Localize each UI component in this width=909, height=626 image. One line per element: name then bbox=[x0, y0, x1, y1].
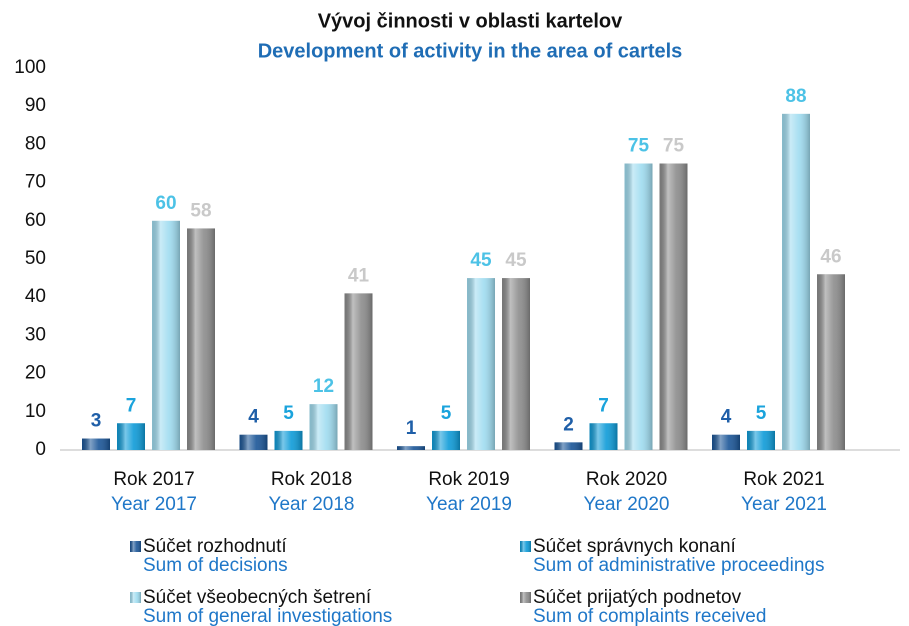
value-label: 46 bbox=[820, 246, 841, 267]
value-label: 58 bbox=[190, 200, 211, 221]
bar bbox=[554, 442, 583, 450]
value-label: 45 bbox=[470, 250, 492, 271]
bar bbox=[589, 423, 618, 450]
legend-marker-shine bbox=[520, 592, 531, 603]
y-tick-label: 50 bbox=[25, 248, 46, 269]
legend-label: Súčet správnych konaní bbox=[533, 536, 737, 557]
value-label: 45 bbox=[505, 250, 527, 271]
bar bbox=[309, 404, 338, 450]
bar bbox=[712, 434, 740, 450]
bar bbox=[659, 163, 688, 450]
bar bbox=[117, 423, 145, 450]
bar bbox=[782, 113, 810, 450]
chart-subtitle: Development of activity in the area of c… bbox=[258, 40, 683, 62]
value-label: 88 bbox=[785, 86, 806, 107]
legend-label-en: Sum of general investigations bbox=[143, 606, 392, 626]
value-label: 7 bbox=[126, 395, 137, 416]
value-label: 4 bbox=[721, 407, 732, 428]
value-label: 1 bbox=[406, 418, 417, 439]
value-label: 4 bbox=[248, 407, 259, 428]
x-tick-label-en: Year 2019 bbox=[426, 494, 512, 515]
y-tick-label: 70 bbox=[25, 172, 46, 193]
y-tick-label: 60 bbox=[25, 210, 46, 231]
legend-label-en: Sum of complaints received bbox=[533, 606, 766, 626]
bar bbox=[432, 430, 460, 450]
value-label: 12 bbox=[313, 376, 334, 397]
value-label: 60 bbox=[155, 193, 176, 214]
legend-label-en: Sum of decisions bbox=[143, 555, 288, 576]
bar bbox=[817, 274, 845, 450]
bar bbox=[239, 434, 268, 450]
bar bbox=[397, 446, 425, 450]
legend-marker-shine bbox=[130, 541, 141, 552]
bar bbox=[187, 228, 215, 450]
x-tick-label: Rok 2018 bbox=[271, 469, 352, 490]
bar bbox=[344, 293, 373, 450]
x-tick-label-en: Year 2020 bbox=[584, 494, 670, 515]
legend-marker-shine bbox=[520, 541, 531, 552]
y-tick-label: 0 bbox=[35, 439, 46, 460]
value-label: 5 bbox=[756, 403, 767, 424]
x-tick-label-en: Year 2017 bbox=[111, 494, 197, 515]
x-tick-label-en: Year 2018 bbox=[269, 494, 355, 515]
value-label: 5 bbox=[283, 403, 294, 424]
y-tick-label: 40 bbox=[25, 286, 46, 307]
y-tick-label: 10 bbox=[25, 401, 46, 422]
y-tick-label: 30 bbox=[25, 324, 46, 345]
x-tick-label-en: Year 2021 bbox=[741, 494, 827, 515]
x-tick-label: Rok 2020 bbox=[586, 469, 667, 490]
y-tick-label: 20 bbox=[25, 363, 46, 384]
legend-label: Súčet rozhodnutí bbox=[143, 536, 287, 557]
bar bbox=[502, 278, 530, 450]
value-label: 7 bbox=[598, 395, 609, 416]
value-label: 3 bbox=[91, 411, 102, 432]
bar bbox=[467, 278, 495, 450]
bar bbox=[747, 430, 775, 450]
x-tick-label: Rok 2019 bbox=[428, 469, 509, 490]
y-tick-label: 90 bbox=[25, 95, 46, 116]
legend-label-en: Sum of administrative proceedings bbox=[533, 555, 824, 576]
y-tick-label: 80 bbox=[25, 133, 46, 154]
x-tick-label: Rok 2017 bbox=[113, 469, 194, 490]
value-label: 75 bbox=[628, 136, 650, 157]
legend-marker-shine bbox=[130, 592, 141, 603]
value-label: 2 bbox=[563, 414, 574, 435]
legend-label: Súčet všeobecných šetrení bbox=[143, 587, 372, 608]
value-label: 5 bbox=[441, 403, 452, 424]
value-label: 75 bbox=[663, 136, 685, 157]
x-tick-label: Rok 2021 bbox=[743, 469, 824, 490]
chart-title: Vývoj činnosti v oblasti kartelov bbox=[318, 10, 623, 32]
bar bbox=[274, 430, 303, 450]
y-tick-label: 100 bbox=[14, 57, 46, 78]
bar bbox=[152, 220, 180, 450]
bar bbox=[82, 438, 110, 450]
value-label: 41 bbox=[348, 265, 370, 286]
bar bbox=[624, 163, 653, 450]
legend-label: Súčet prijatých podnetov bbox=[533, 587, 742, 608]
